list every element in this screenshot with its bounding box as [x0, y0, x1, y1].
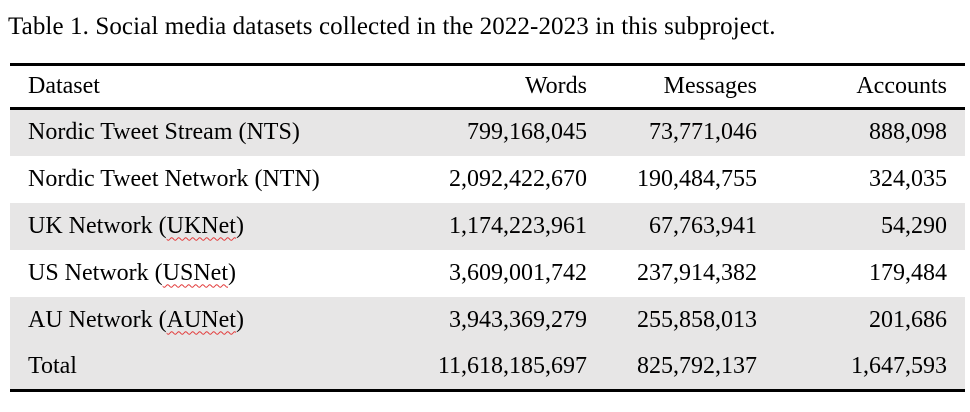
cell-words: 11,618,185,697: [437, 352, 587, 379]
table-row-uknet: UK Network (UKNet) 1,174,223,961 67,763,…: [10, 202, 965, 250]
cell-words: 799,168,045: [467, 119, 587, 146]
dataset-label-suffix: ): [235, 306, 244, 333]
cell-accounts: 54,290: [881, 212, 947, 239]
cell-dataset: UK Network (UKNet): [10, 203, 350, 250]
column-header-words: Words: [524, 73, 587, 99]
dataset-label-suffix: ): [228, 259, 236, 286]
cell-messages: 237,914,382: [637, 259, 757, 286]
table-row-nts: Nordic Tweet Stream (NTS) 799,168,045 73…: [10, 108, 965, 156]
cell-messages: 190,484,755: [637, 165, 757, 192]
column-header-dataset: Dataset: [28, 73, 100, 99]
cell-accounts: 1,647,593: [851, 352, 947, 379]
cell-accounts: 179,484: [869, 259, 947, 286]
cell-dataset: AU Network (AUNet): [10, 297, 350, 344]
dataset-label: US Network (: [28, 259, 163, 286]
cell-words: 3,943,369,279: [449, 306, 587, 333]
cell-dataset: Nordic Tweet Network (NTN): [10, 156, 350, 203]
table-caption: Table 1. Social media datasets collected…: [8, 13, 776, 40]
dataset-label: Nordic Tweet Network (NTN): [28, 165, 320, 192]
cell-messages: 255,858,013: [637, 306, 757, 333]
cell-words: 2,092,422,670: [449, 165, 587, 192]
misspelled-word: USNet: [162, 259, 228, 286]
table-row-usnet: US Network (USNet) 3,609,001,742 237,914…: [10, 250, 965, 297]
table-row-total: Total 11,618,185,697 825,792,137 1,647,5…: [10, 343, 965, 391]
cell-dataset: US Network (USNet): [10, 250, 350, 297]
datasets-table: Dataset Words Messages Accounts Nordic T…: [10, 63, 965, 392]
cell-messages: 67,763,941: [649, 212, 757, 239]
cell-words: 3,609,001,742: [449, 259, 587, 286]
cell-dataset: Total: [10, 344, 350, 391]
column-header-messages: Messages: [663, 73, 757, 99]
dataset-label-suffix: ): [235, 212, 244, 239]
dataset-label: Total: [28, 352, 77, 379]
dataset-label: UK Network (: [28, 212, 167, 239]
cell-dataset: Nordic Tweet Stream (NTS): [10, 109, 350, 156]
cell-accounts: 888,098: [869, 119, 947, 146]
cell-accounts: 201,686: [869, 306, 947, 333]
misspelled-word: AUNet: [166, 306, 236, 333]
column-header-accounts: Accounts: [856, 73, 947, 99]
cell-messages: 73,771,046: [649, 119, 757, 146]
cell-accounts: 324,035: [869, 165, 947, 192]
table-row-aunet: AU Network (AUNet) 3,943,369,279 255,858…: [10, 296, 965, 344]
table-row-ntn: Nordic Tweet Network (NTN) 2,092,422,670…: [10, 156, 965, 203]
cell-words: 1,174,223,961: [449, 212, 587, 239]
dataset-label: AU Network (: [28, 306, 167, 333]
header-row: Dataset Words Messages Accounts: [10, 65, 965, 109]
dataset-label: Nordic Tweet Stream (NTS): [28, 119, 300, 146]
misspelled-word: UKNet: [166, 212, 236, 239]
cell-messages: 825,792,137: [637, 352, 757, 379]
